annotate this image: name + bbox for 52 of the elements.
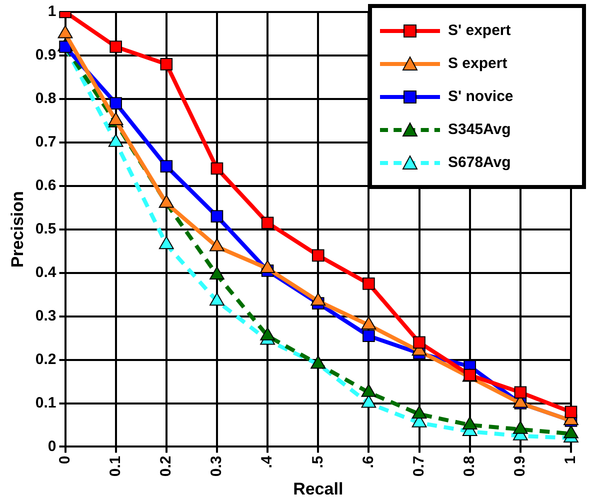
y-tick-label: 0.4 bbox=[35, 264, 57, 281]
point bbox=[210, 238, 224, 252]
x-tick-label: 0.7 bbox=[410, 456, 428, 477]
x-tick-label: 0.2 bbox=[158, 456, 175, 477]
point bbox=[110, 97, 122, 110]
y-tick-label: 0.3 bbox=[35, 307, 56, 324]
legend-label: S' expert bbox=[448, 22, 511, 39]
y-tick-label: 0.1 bbox=[35, 394, 56, 412]
point bbox=[158, 236, 174, 250]
y-tick-label: 1 bbox=[48, 3, 56, 20]
point bbox=[362, 278, 375, 290]
point bbox=[210, 292, 224, 306]
y-tick-label: 0.9 bbox=[35, 46, 56, 64]
y-axis-title: Precision bbox=[8, 191, 27, 268]
point bbox=[310, 292, 326, 306]
x-tick-label: .5 bbox=[309, 456, 326, 468]
point bbox=[361, 316, 376, 330]
point bbox=[512, 420, 528, 434]
y-tick-label: 0.7 bbox=[35, 134, 56, 151]
y-tick-label: 0.8 bbox=[35, 90, 56, 108]
x-tick-label: .4 bbox=[258, 455, 276, 468]
point bbox=[160, 160, 173, 172]
point bbox=[210, 266, 224, 280]
legend-label: S expert bbox=[448, 55, 508, 72]
y-tick-label: 0.6 bbox=[35, 177, 56, 194]
x-axis-title: Recall bbox=[293, 479, 344, 498]
point bbox=[462, 416, 478, 430]
point bbox=[564, 425, 578, 438]
y-tick-label: 0.2 bbox=[35, 350, 56, 368]
legend-label: S678Avg bbox=[448, 154, 511, 171]
x-tick-label: 0.9 bbox=[512, 456, 529, 477]
x-tick-label: .6 bbox=[360, 456, 377, 468]
y-tick-label: 0.5 bbox=[35, 220, 56, 238]
x-tick-label: 0.8 bbox=[460, 456, 478, 477]
point bbox=[210, 162, 224, 175]
legend-label: S345Avg bbox=[448, 121, 511, 138]
point bbox=[260, 260, 275, 273]
x-tick-label: 0.3 bbox=[208, 456, 226, 477]
point bbox=[361, 384, 376, 397]
point bbox=[260, 327, 275, 340]
point bbox=[261, 216, 274, 230]
point bbox=[110, 40, 122, 53]
point bbox=[361, 394, 376, 408]
x-tick-label: 0.1 bbox=[106, 456, 124, 477]
point bbox=[312, 249, 324, 262]
point bbox=[59, 40, 72, 53]
x-tick-label: 1 bbox=[562, 456, 580, 464]
point bbox=[160, 58, 173, 70]
legend-label: S' novice bbox=[448, 88, 514, 105]
point bbox=[210, 210, 224, 222]
point bbox=[412, 406, 427, 419]
x-tick-label: 0 bbox=[56, 456, 74, 464]
